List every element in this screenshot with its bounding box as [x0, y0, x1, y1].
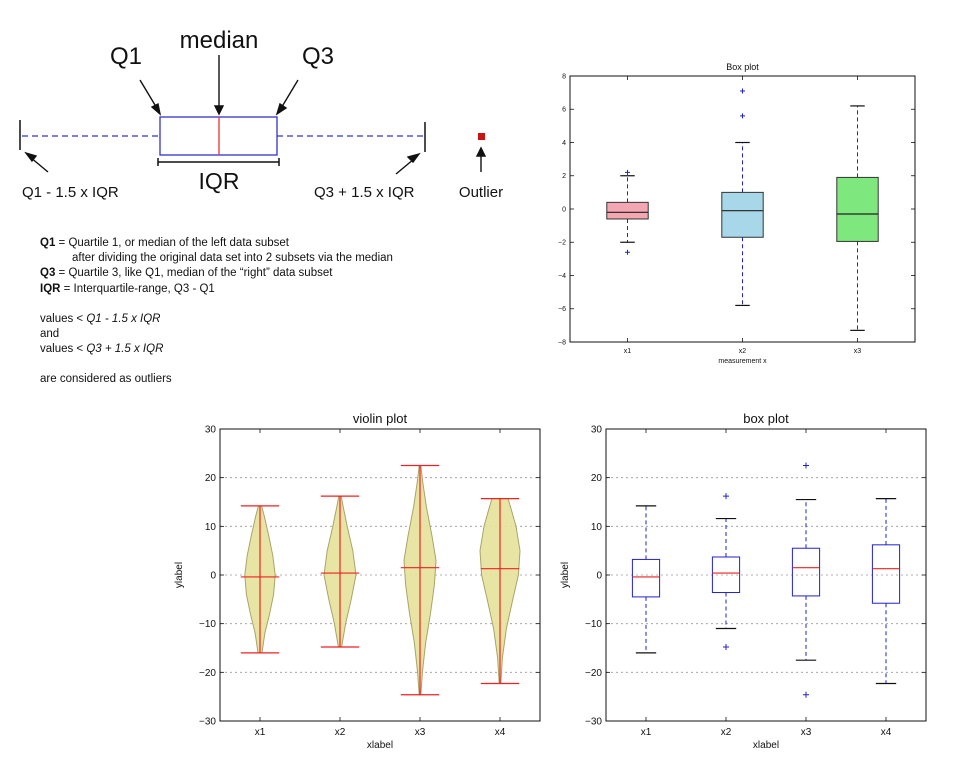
y-tick-label: −4 — [558, 273, 566, 280]
y-tick-label: 20 — [591, 473, 603, 484]
y-axis-label: ylabel — [174, 562, 185, 588]
chart-title: Box plot — [726, 62, 759, 72]
outlier-point — [740, 88, 745, 94]
y-tick-label: −30 — [585, 717, 602, 728]
x-tick-label-x2: x2 — [739, 348, 747, 355]
y-tick-label: 2 — [562, 173, 566, 180]
y-tick-label: 30 — [205, 425, 217, 436]
plot-frame — [605, 428, 927, 722]
outlier-point — [723, 644, 729, 651]
y-tick-label: −10 — [585, 619, 602, 630]
box-x1 — [606, 201, 649, 220]
q3-arrow — [279, 79, 299, 111]
y-tick-label: −10 — [199, 619, 216, 630]
iqr-label: IQR — [199, 168, 240, 194]
q1-arrow-head — [150, 102, 162, 116]
box-plot-chart: box plot −30 −20 −10 0 10 20 30 x1 x2 x3 x4 xlabel yl… — [560, 411, 927, 751]
upper-fence-arrow — [395, 158, 415, 175]
x-tick-label-x2: x2 — [721, 727, 732, 738]
outlier-conclusion: are considered as outliers — [40, 373, 172, 386]
y-axis-label: ylabel — [560, 562, 571, 588]
upper-outlier-rule: values < Q3 + 1.5 x IQR — [40, 343, 164, 356]
q1-label: Q1 — [110, 43, 142, 70]
q3-arrow-head — [275, 102, 288, 116]
y-tick-label: 20 — [205, 473, 217, 484]
y-tick-label: 10 — [591, 522, 603, 533]
median-label: median — [180, 27, 259, 54]
outlier-point — [803, 462, 809, 469]
y-tick-label: 4 — [562, 140, 566, 147]
y-tick-label: 10 — [205, 522, 217, 533]
y-tick-label: 0 — [210, 571, 216, 582]
q3-label: Q3 — [302, 43, 334, 70]
outlier-point — [803, 691, 809, 698]
median-arrow-head — [213, 105, 225, 116]
box-x4 — [871, 544, 901, 604]
y-tick-label: −2 — [558, 240, 566, 247]
and-text: and — [40, 328, 60, 341]
x-tick-label-x4: x4 — [495, 727, 506, 738]
x-axis-label: xlabel — [753, 740, 779, 751]
outlier-label: Outlier — [459, 184, 503, 201]
outlier-point — [740, 113, 745, 119]
q1-definition: Q1 = Quartile 1, or median of the left d… — [40, 237, 289, 249]
x-axis-label: measurement x — [718, 358, 767, 365]
x-tick-label-x2: x2 — [335, 727, 346, 738]
box-x2 — [711, 556, 741, 594]
y-tick-label: −6 — [558, 306, 566, 313]
box-x1 — [631, 558, 661, 598]
lower-fence-label: Q1 - 1.5 x IQR — [22, 184, 119, 201]
iqr-definition: IQR = Interquartile-range, Q3 - Q1 — [40, 282, 215, 295]
x-tick-label-x3: x3 — [415, 727, 426, 738]
x-axis-label: xlabel — [367, 740, 393, 751]
outlier-arrow-head — [475, 146, 487, 157]
y-tick-label: −8 — [558, 339, 566, 346]
y-tick-label: −20 — [199, 668, 216, 679]
x-tick-label-x4: x4 — [881, 727, 892, 738]
q1-definition-cont: after dividing the original data set int… — [72, 252, 393, 265]
x-tick-label-x3: x3 — [854, 348, 862, 355]
chart-title: violin plot — [353, 411, 408, 426]
outlier-marker — [478, 133, 485, 140]
y-tick-label: 30 — [591, 425, 603, 436]
x-tick-label-x1: x1 — [641, 727, 652, 738]
x-tick-label-x1: x1 — [624, 348, 632, 355]
plot-frame — [569, 75, 916, 343]
y-tick-label: 8 — [562, 73, 566, 80]
y-tick-label: −30 — [199, 717, 216, 728]
boxplot-explainer-diagram: Q1 median Q3 IQR Q1 - 1.5 x IQR Q3 + 1.5… — [19, 27, 503, 201]
outlier-point — [625, 249, 630, 255]
outlier-point — [723, 493, 729, 500]
y-tick-label: −20 — [585, 668, 602, 679]
upper-fence-arrow-head — [406, 152, 421, 164]
x-tick-label-x3: x3 — [801, 727, 812, 738]
box-x3 — [791, 547, 821, 597]
upper-fence-label: Q3 + 1.5 x IQR — [314, 184, 415, 201]
y-tick-label: 0 — [596, 571, 602, 582]
lower-outlier-rule: values < Q1 - 1.5 x IQR — [40, 312, 161, 325]
outlier-point — [625, 169, 630, 175]
q3-definition: Q3 = Quartile 3, like Q1, median of the … — [40, 267, 333, 280]
box-plot-chart-top: Box plot −8 −6 −4 −2 0 2 4 6 8 x1 x2 x3 measurement x — [558, 62, 916, 365]
box-x3 — [836, 176, 879, 242]
violin-plot-chart: violin plot −30 −20 −10 0 10 20 30 x1 x2 x3 x4 xlabe… — [174, 411, 541, 751]
plot-frame — [219, 428, 541, 722]
y-tick-label: 0 — [562, 206, 566, 213]
chart-title: box plot — [743, 411, 789, 426]
y-tick-label: 6 — [562, 107, 566, 114]
lower-fence-arrow-head — [24, 151, 38, 163]
x-tick-label-x1: x1 — [255, 727, 266, 738]
box-x2 — [721, 191, 764, 238]
definitions: Q1 = Quartile 1, or median of the left d… — [40, 236, 393, 388]
